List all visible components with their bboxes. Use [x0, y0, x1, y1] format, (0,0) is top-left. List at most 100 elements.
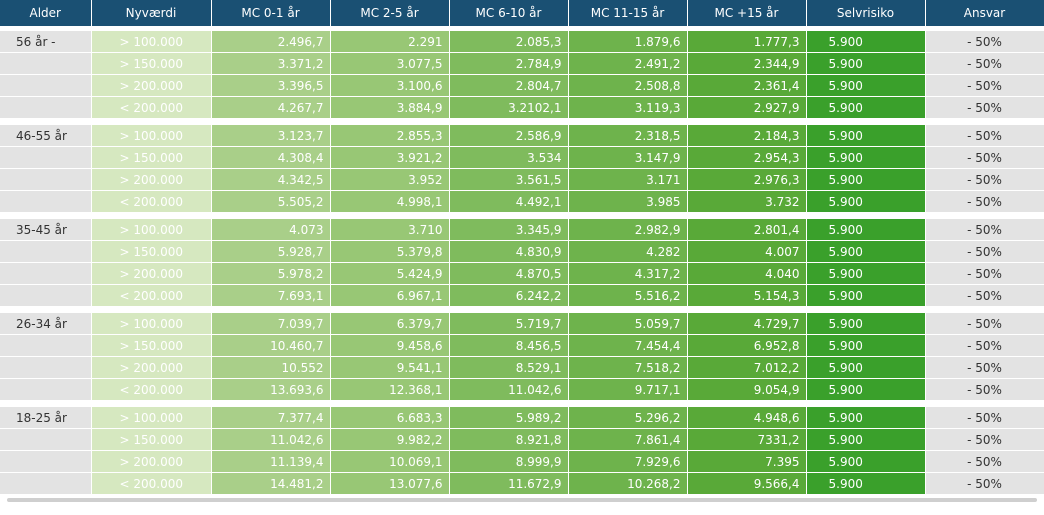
nyvaerdi-cell: < 200.000 — [91, 190, 212, 216]
nyvaerdi-cell: > 200.000 — [91, 74, 212, 97]
nyvaerdi-cell: < 200.000 — [91, 378, 212, 404]
nyvaerdi-cell: > 200.000 — [91, 262, 212, 285]
mc-11-15-cell: 7.454,4 — [568, 334, 688, 357]
selvrisiko-cell: 5.900 — [806, 356, 926, 379]
mc-2-5-cell: 6.379,7 — [330, 306, 450, 335]
age-cell — [0, 428, 92, 451]
selvrisiko-cell: 5.900 — [806, 428, 926, 451]
ansvar-cell: - 50% — [925, 52, 1044, 75]
selvrisiko-cell: 5.900 — [806, 146, 926, 169]
mc-11-15-cell: 2.508,8 — [568, 74, 688, 97]
mc-11-15-cell: 7.518,2 — [568, 356, 688, 379]
mc-0-1-cell: 3.371,2 — [211, 52, 331, 75]
mc-11-15-cell: 9.717,1 — [568, 378, 688, 404]
mc-2-5-cell: 3.884,9 — [330, 96, 450, 122]
mc-15-plus-cell: 3.732 — [687, 190, 807, 216]
mc-0-1-cell: 5.928,7 — [211, 240, 331, 263]
mc-11-15-cell: 5.296,2 — [568, 400, 688, 429]
table-row: > 200.000 4.342,5 3.952 3.561,5 3.171 2.976,3… — [0, 168, 1044, 191]
table-row: > 150.000 10.460,7 9.458,6 8.456,5 7.454,4 6.… — [0, 334, 1044, 357]
mc-2-5-cell: 12.368,1 — [330, 378, 450, 404]
mc-2-5-cell: 6.967,1 — [330, 284, 450, 310]
table-row: 18-25 år > 100.000 7.377,4 6.683,3 5.989,2 5.… — [0, 400, 1044, 429]
mc-15-plus-cell: 6.952,8 — [687, 334, 807, 357]
mc-0-1-cell: 13.693,6 — [211, 378, 331, 404]
nyvaerdi-cell: > 200.000 — [91, 168, 212, 191]
mc-6-10-cell: 11.042,6 — [449, 378, 569, 404]
mc-11-15-cell: 2.982,9 — [568, 212, 688, 241]
mc-15-plus-cell: 2.184,3 — [687, 118, 807, 147]
mc-15-plus-cell: 4.007 — [687, 240, 807, 263]
mc-6-10-cell: 6.242,2 — [449, 284, 569, 310]
mc-0-1-cell: 11.139,4 — [211, 450, 331, 473]
mc-0-1-cell: 7.377,4 — [211, 400, 331, 429]
mc-0-1-cell: 4.267,7 — [211, 96, 331, 122]
mc-15-plus-cell: 2.976,3 — [687, 168, 807, 191]
header-row: Alder Nyværdi MC 0-1 år MC 2-5 år MC 6-1… — [0, 0, 1044, 29]
ansvar-cell: - 50% — [925, 96, 1044, 122]
mc-0-1-cell: 4.073 — [211, 212, 331, 241]
mc-11-15-cell: 3.119,3 — [568, 96, 688, 122]
selvrisiko-cell: 5.900 — [806, 240, 926, 263]
age-cell: 46-55 år — [0, 118, 92, 147]
mc-2-5-cell: 9.458,6 — [330, 334, 450, 357]
mc-11-15-cell: 3.171 — [568, 168, 688, 191]
table-row: > 150.000 3.371,2 3.077,5 2.784,9 2.491,2 2.3… — [0, 52, 1044, 75]
column-header-mc-11-15: MC 11-15 år — [568, 0, 688, 29]
ansvar-cell: - 50% — [925, 262, 1044, 285]
nyvaerdi-cell: > 150.000 — [91, 240, 212, 263]
mc-15-plus-cell: 2.344,9 — [687, 52, 807, 75]
ansvar-cell: - 50% — [925, 472, 1044, 495]
table-row: > 200.000 5.978,2 5.424,9 4.870,5 4.317,2 4.0… — [0, 262, 1044, 285]
age-cell: 26-34 år — [0, 306, 92, 335]
table-bottom-shadow — [7, 498, 1037, 502]
nyvaerdi-cell: > 100.000 — [91, 212, 212, 241]
selvrisiko-cell: 5.900 — [806, 96, 926, 122]
mc-15-plus-cell: 2.954,3 — [687, 146, 807, 169]
ansvar-cell: - 50% — [925, 74, 1044, 97]
mc-6-10-cell: 3.534 — [449, 146, 569, 169]
nyvaerdi-cell: < 200.000 — [91, 96, 212, 122]
mc-11-15-cell: 2.318,5 — [568, 118, 688, 147]
mc-0-1-cell: 2.496,7 — [211, 26, 331, 53]
mc-2-5-cell: 5.424,9 — [330, 262, 450, 285]
column-header-mc-6-10: MC 6-10 år — [449, 0, 569, 29]
selvrisiko-cell: 5.900 — [806, 334, 926, 357]
mc-2-5-cell: 13.077,6 — [330, 472, 450, 495]
age-cell: 18-25 år — [0, 400, 92, 429]
age-cell: 35-45 år — [0, 212, 92, 241]
column-header-ansvar: Ansvar — [925, 0, 1044, 29]
nyvaerdi-cell: > 150.000 — [91, 52, 212, 75]
mc-2-5-cell: 3.077,5 — [330, 52, 450, 75]
table-row: < 200.000 13.693,6 12.368,1 11.042,6 9.717,1… — [0, 378, 1044, 404]
mc-11-15-cell: 3.147,9 — [568, 146, 688, 169]
mc-6-10-cell: 11.672,9 — [449, 472, 569, 495]
table-row: < 200.000 5.505,2 4.998,1 4.492,1 3.985 3.732… — [0, 190, 1044, 216]
mc-6-10-cell: 8.456,5 — [449, 334, 569, 357]
mc-6-10-cell: 8.921,8 — [449, 428, 569, 451]
table-row: > 150.000 5.928,7 5.379,8 4.830,9 4.282 4.007… — [0, 240, 1044, 263]
age-cell — [0, 334, 92, 357]
column-header-mc-15-plus: MC +15 år — [687, 0, 807, 29]
selvrisiko-cell: 5.900 — [806, 190, 926, 216]
age-cell — [0, 146, 92, 169]
mc-15-plus-cell: 1.777,3 — [687, 26, 807, 53]
selvrisiko-cell: 5.900 — [806, 262, 926, 285]
mc-0-1-cell: 10.552 — [211, 356, 331, 379]
mc-11-15-cell: 5.059,7 — [568, 306, 688, 335]
mc-0-1-cell: 4.308,4 — [211, 146, 331, 169]
table-row: < 200.000 7.693,1 6.967,1 6.242,2 5.516,2 5.1… — [0, 284, 1044, 310]
ansvar-cell: - 50% — [925, 284, 1044, 310]
ansvar-cell: - 50% — [925, 146, 1044, 169]
mc-0-1-cell: 7.693,1 — [211, 284, 331, 310]
selvrisiko-cell: 5.900 — [806, 378, 926, 404]
column-header-mc-2-5: MC 2-5 år — [330, 0, 450, 29]
ansvar-cell: - 50% — [925, 26, 1044, 53]
ansvar-cell: - 50% — [925, 168, 1044, 191]
mc-11-15-cell: 4.317,2 — [568, 262, 688, 285]
nyvaerdi-cell: > 100.000 — [91, 26, 212, 53]
mc-6-10-cell: 3.561,5 — [449, 168, 569, 191]
column-header-selvrisiko: Selvrisiko — [806, 0, 926, 29]
column-header-alder: Alder — [0, 0, 92, 29]
nyvaerdi-cell: > 150.000 — [91, 334, 212, 357]
